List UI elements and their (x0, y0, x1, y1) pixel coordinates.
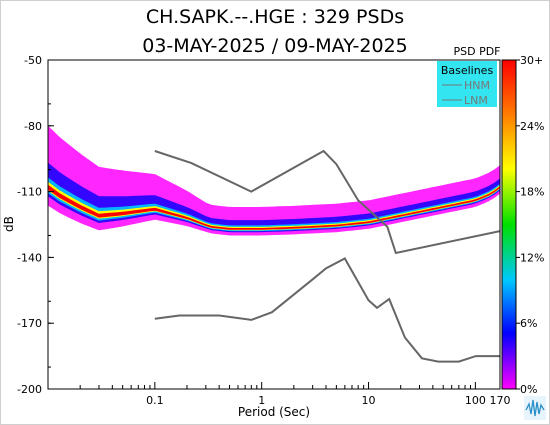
x-axis-label: Period (Sec) (238, 405, 310, 419)
logo-background (524, 396, 546, 420)
density-band-1 (48, 162, 500, 233)
x-tick-label: 170 (490, 394, 511, 407)
station-logo (524, 396, 546, 420)
x-tick-label: 100 (465, 394, 486, 407)
colorbar-tick-label: 18% (520, 186, 544, 199)
legend: Baselines HNM LNM (437, 61, 497, 107)
legend-hnm-label: HNM (464, 79, 490, 92)
legend-lnm-label: LNM (464, 94, 488, 107)
colorbar: PSD PDF 30+ 24% 18% 12% 6% 0% (453, 45, 544, 396)
chart-subtitle: 03-MAY-2025 / 09-MAY-2025 (142, 35, 408, 57)
x-axis: 0.1 1 10 100 170 (79, 382, 511, 407)
baseline-hnm (154, 149, 500, 255)
density-band-4 (48, 184, 500, 230)
baseline-layer (154, 149, 500, 363)
colorbar-tick-label: 30+ (520, 54, 543, 67)
y-tick-label: -170 (17, 317, 42, 330)
x-tick-label: 10 (362, 394, 376, 407)
y-tick-label: -200 (17, 383, 42, 396)
logo-waveform (525, 399, 545, 417)
x-tick-label: 1 (258, 394, 265, 407)
y-tick-label: -80 (24, 120, 42, 133)
colorbar-tick-label: 0% (520, 383, 537, 396)
colorbar-tick-label: 6% (520, 317, 537, 330)
legend-box (437, 61, 497, 107)
y-tick-label: -110 (17, 186, 42, 199)
y-tick-label: -50 (24, 54, 42, 67)
x-tick-label: 0.1 (146, 394, 164, 407)
colorbar-tick-label: 12% (520, 251, 544, 264)
y-axis: -50 -80 -110 -140 -170 -200 (17, 54, 54, 396)
plot-area-border (47, 59, 501, 390)
colorbar-tick-label: 24% (520, 120, 544, 133)
colorbar-gradient (501, 59, 517, 390)
colorbar-title: PSD PDF (453, 45, 500, 58)
density-layer (48, 125, 500, 236)
y-axis-label: dB (2, 216, 16, 232)
baseline-lnm (154, 257, 500, 363)
legend-title: Baselines (441, 64, 494, 77)
chart-title: CH.SAPK.--.HGE : 329 PSDs (145, 6, 405, 28)
y-tick-label: -140 (17, 251, 42, 264)
